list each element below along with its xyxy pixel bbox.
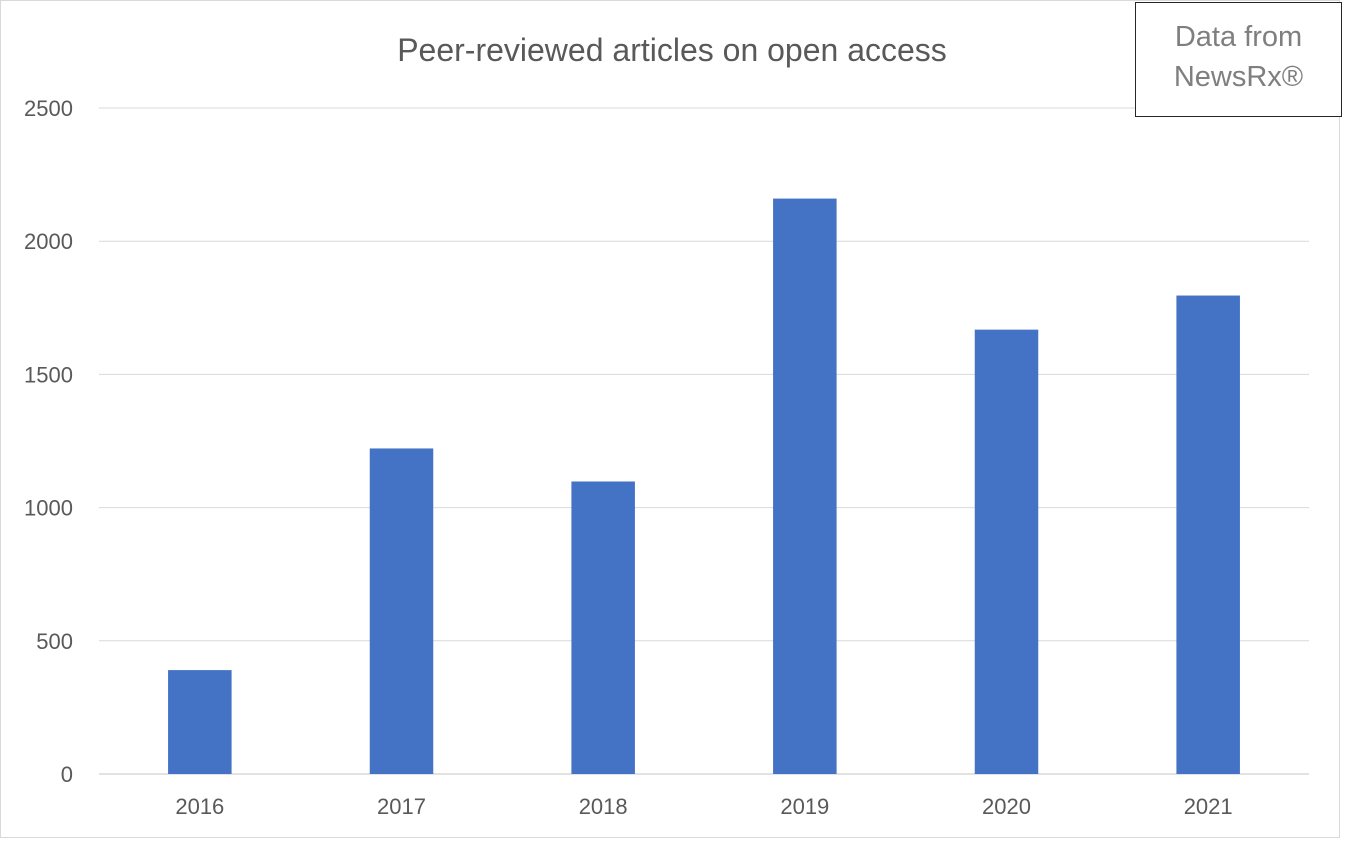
x-tick-label: 2018: [579, 794, 628, 819]
y-axis-ticks: 0 500 1000 1500 2000 2500: [24, 96, 73, 787]
x-tick-label: 2019: [780, 794, 829, 819]
source-annotation-box: Data from NewsRx®: [1135, 2, 1342, 117]
gridlines: [99, 107, 1309, 775]
y-tick-label: 2500: [24, 96, 73, 121]
y-tick-label: 500: [36, 629, 73, 654]
x-tick-label: 2021: [1184, 794, 1233, 819]
chart-title: Peer-reviewed articles on open access: [397, 32, 947, 68]
bars: [168, 198, 1240, 775]
x-tick-label: 2016: [175, 794, 224, 819]
x-tick-label: 2017: [377, 794, 426, 819]
bar-2020: [974, 329, 1039, 774]
y-tick-label: 1500: [24, 362, 73, 387]
bar-2019: [773, 198, 837, 775]
bar-2017: [369, 448, 434, 774]
y-tick-label: 2000: [24, 229, 73, 254]
x-axis-ticks: 2016 2017 2018 2019 2020 2021: [175, 794, 1232, 819]
bar-2018: [571, 481, 635, 774]
x-tick-label: 2020: [982, 794, 1031, 819]
bar-2021: [1176, 295, 1240, 774]
y-tick-label: 1000: [24, 496, 73, 521]
source-annotation: Data from NewsRx®: [1173, 21, 1304, 93]
bar-2016: [168, 670, 232, 774]
y-tick-label: 0: [61, 762, 73, 787]
